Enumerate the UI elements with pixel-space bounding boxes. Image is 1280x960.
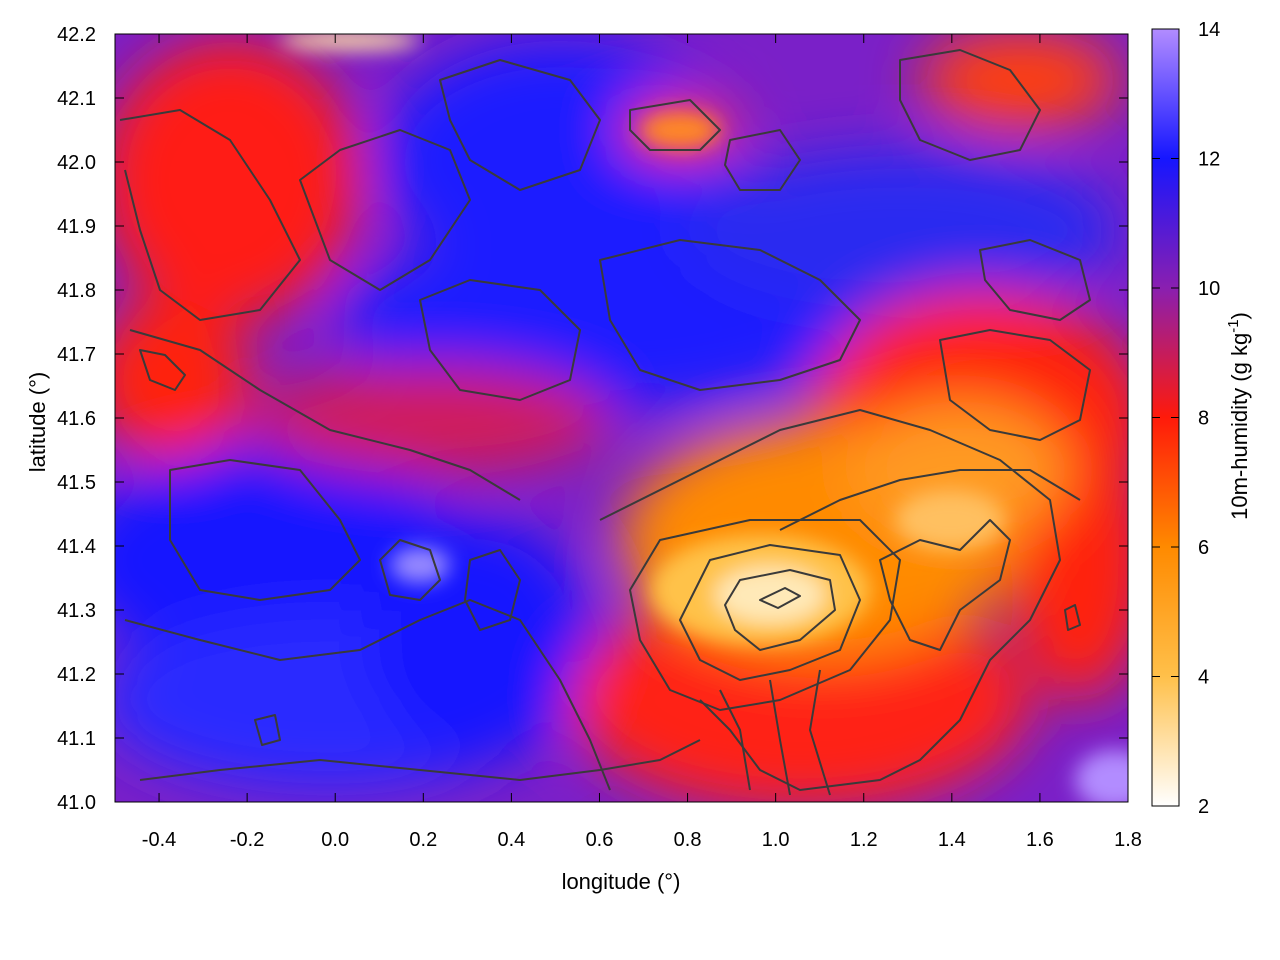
core-top-pale <box>280 34 420 50</box>
contour-line <box>139 739 701 781</box>
y-tick-label: 41.6 <box>57 408 96 430</box>
contour-line <box>899 49 1041 161</box>
y-tick-label: 41.4 <box>57 536 96 558</box>
contour-line <box>124 599 611 791</box>
contour-line <box>439 59 601 191</box>
x-tick-label: 0.2 <box>409 829 437 851</box>
heatmap-cores <box>280 34 1128 802</box>
contour-line <box>979 239 1091 321</box>
contour-line <box>719 669 831 796</box>
x-tick-label: 0.0 <box>321 829 349 851</box>
colorbar-tick-label: 2 <box>1198 796 1209 818</box>
x-tick-label: 0.8 <box>674 829 702 851</box>
colorbar: 2 4 6 8 10 12 14 10m-humidity (g kg-1) <box>1151 19 1252 818</box>
colorbar-tick-label: 8 <box>1198 408 1209 430</box>
colorbar-title-close: ) <box>1227 312 1252 319</box>
contour-line <box>119 109 301 321</box>
contour-line <box>254 714 281 746</box>
y-tick-label: 41.8 <box>57 280 96 302</box>
contour-line <box>629 99 721 151</box>
x-axis-ticks: -0.4 -0.2 0.0 0.2 0.4 0.6 0.8 1.0 1.2 1.4 1.6 1.8 <box>142 34 1142 851</box>
contour-line <box>299 129 471 291</box>
y-tick-label: 42.2 <box>57 24 96 46</box>
y-tick-label: 41.0 <box>57 792 96 814</box>
y-tick-label: 41.5 <box>57 472 96 494</box>
colorbar-title: 10m-humidity (g kg-1) <box>1225 312 1252 520</box>
colorbar-ticks: 2 4 6 8 10 12 14 <box>1152 19 1220 818</box>
y-axis-title: latitude (°) <box>25 372 50 473</box>
y-tick-label: 41.9 <box>57 216 96 238</box>
x-tick-label: 1.2 <box>850 829 878 851</box>
contour-line <box>759 587 801 609</box>
x-tick-label: 1.8 <box>1114 829 1142 851</box>
blob-west-edge-dry <box>115 300 250 460</box>
colorbar-tick-label: 12 <box>1198 149 1220 171</box>
blob-northeast-edge-dry <box>920 34 1120 130</box>
contour-line <box>1064 604 1081 631</box>
contour-line <box>599 409 1061 791</box>
x-tick-label: 1.6 <box>1026 829 1054 851</box>
heatmap-field <box>115 34 1128 802</box>
colorbar-tick-label: 6 <box>1198 537 1209 559</box>
contour-line <box>139 349 186 391</box>
y-tick-label: 42.0 <box>57 152 96 174</box>
y-tick-label: 41.2 <box>57 664 96 686</box>
contour-line <box>419 279 581 401</box>
blob-northwest-dry <box>115 40 360 320</box>
core-humid-pale <box>390 547 450 583</box>
x-tick-label: 1.0 <box>762 829 790 851</box>
core-southeast-corner <box>1075 750 1128 802</box>
colorbar-tick-label: 10 <box>1198 278 1220 300</box>
y-tick-label: 42.1 <box>57 88 96 110</box>
contour-line <box>724 569 836 651</box>
colorbar-tick-label: 4 <box>1198 667 1209 689</box>
contour-line <box>879 519 1011 651</box>
contour-line <box>679 544 861 681</box>
contour-line <box>724 129 801 191</box>
contour-line <box>939 329 1091 441</box>
x-tick-label: 1.4 <box>938 829 966 851</box>
y-tick-label: 41.7 <box>57 344 96 366</box>
x-tick-label: 0.4 <box>497 829 525 851</box>
contour-line <box>169 459 361 601</box>
core-dry-east <box>895 490 1005 550</box>
colorbar-title-main: 10m-humidity (g kg <box>1227 333 1252 520</box>
contour-line <box>599 239 861 391</box>
colorbar-tick-label: 14 <box>1198 19 1220 41</box>
contour-line <box>379 539 441 601</box>
x-tick-label: -0.4 <box>142 829 176 851</box>
contour-lines <box>119 49 1091 796</box>
blob-center-dry <box>250 365 610 475</box>
colorbar-title-sup: -1 <box>1225 319 1242 332</box>
contour-line <box>129 329 521 501</box>
blob-north-humid <box>380 40 740 280</box>
y-tick-label: 41.1 <box>57 728 96 750</box>
blob-northeast-humid <box>680 150 1120 310</box>
contour-line <box>464 549 521 631</box>
y-tick-label: 41.3 <box>57 600 96 622</box>
x-axis-title: longitude (°) <box>562 869 681 894</box>
core-north-orange <box>640 112 720 148</box>
x-tick-label: -0.2 <box>230 829 264 851</box>
x-tick-label: 0.6 <box>586 829 614 851</box>
contour-line <box>629 519 901 711</box>
y-axis-ticks: 41.0 41.1 41.2 41.3 41.4 41.5 41.6 41.7 41.8 41.9… <box>57 24 1128 814</box>
contour-line <box>779 469 1081 531</box>
